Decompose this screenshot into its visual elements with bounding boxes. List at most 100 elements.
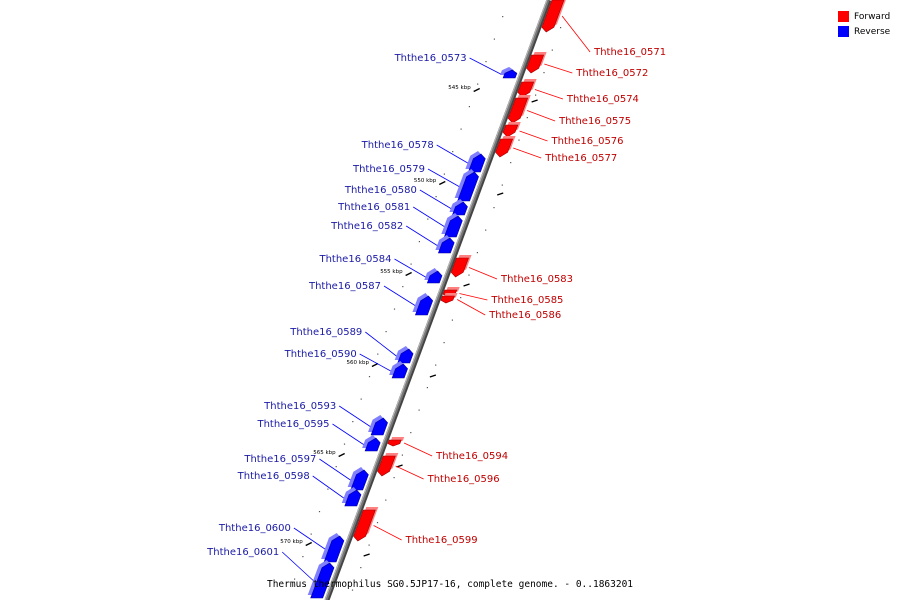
gene-label[interactable]: Ththe16_0594 xyxy=(435,451,508,462)
minor-tick xyxy=(526,117,528,119)
gene-label[interactable]: Ththe16_0571 xyxy=(593,47,666,58)
gene-ththe16_0574[interactable] xyxy=(517,79,537,98)
gene-label[interactable]: Ththe16_0596 xyxy=(427,474,500,485)
gene-ththe16_0589[interactable] xyxy=(394,346,414,364)
gene-ththe16_0584[interactable] xyxy=(424,268,443,284)
gene-arrow xyxy=(450,257,469,278)
genome-backbone xyxy=(324,0,550,600)
leader-line xyxy=(383,285,416,306)
gene-arrow xyxy=(391,363,408,379)
gene-label[interactable]: Ththe16_0574 xyxy=(566,94,639,105)
gene-label[interactable]: Ththe16_0597 xyxy=(243,454,316,465)
gene-label[interactable]: Ththe16_0598 xyxy=(237,471,310,482)
gene-ththe16_0578[interactable] xyxy=(465,151,486,173)
gene-label[interactable]: Ththe16_0578 xyxy=(361,140,434,151)
gene-ththe16_0599[interactable] xyxy=(353,507,379,542)
minor-tick xyxy=(310,533,312,535)
minor-tick xyxy=(418,241,420,243)
gene-ththe16_0587[interactable] xyxy=(412,293,434,316)
minor-tick xyxy=(485,61,487,63)
minor-tick xyxy=(435,196,437,198)
minor-tick xyxy=(427,218,429,220)
minor-tick xyxy=(502,16,504,18)
tick-label: 545 kbp xyxy=(448,85,471,91)
gene-label[interactable]: Ththe16_0601 xyxy=(206,547,279,558)
gene-arrow xyxy=(495,138,514,158)
leader-line xyxy=(332,423,364,445)
legend-item-reverse: Reverse xyxy=(838,24,890,39)
gene-label[interactable]: Ththe16_0573 xyxy=(394,53,467,64)
minor-tick xyxy=(360,398,362,400)
gene-label[interactable]: Ththe16_0593 xyxy=(263,401,336,412)
leader-line xyxy=(519,130,548,142)
gene-arrow xyxy=(502,69,518,79)
minor-tick xyxy=(460,297,462,299)
gene-ththe16_0598[interactable] xyxy=(341,487,362,507)
gene-ththe16_0593[interactable] xyxy=(368,415,388,436)
gene-label[interactable]: Ththe16_0585 xyxy=(490,295,563,306)
gene-label[interactable]: Ththe16_0582 xyxy=(330,221,403,232)
legend: Forward Reverse xyxy=(838,9,890,39)
forward-swatch xyxy=(838,11,849,22)
gene-label[interactable]: Ththe16_0599 xyxy=(405,535,478,546)
gene-arrow xyxy=(370,417,388,436)
gene-label[interactable]: Ththe16_0576 xyxy=(551,136,624,147)
gene-label[interactable]: Ththe16_0600 xyxy=(218,523,291,534)
minor-tick xyxy=(535,94,537,96)
gene-ththe16_0573[interactable] xyxy=(500,67,518,79)
gene-label[interactable]: Ththe16_0575 xyxy=(558,116,631,127)
gene-ththe16_0576[interactable] xyxy=(502,122,521,138)
gene-label[interactable]: Ththe16_0579 xyxy=(352,164,425,175)
gene-ththe16_0582[interactable] xyxy=(435,235,455,254)
minor-tick xyxy=(435,364,437,366)
leader-line xyxy=(365,331,397,357)
leader-line xyxy=(436,144,468,164)
gene-ththe16_0581[interactable] xyxy=(441,213,463,238)
minor-tick xyxy=(393,308,396,310)
gene-arrow xyxy=(507,97,529,124)
gene-ththe16_0596[interactable] xyxy=(377,453,399,477)
gene-ththe16_0572[interactable] xyxy=(526,52,547,74)
gene-label[interactable]: Ththe16_0581 xyxy=(337,202,410,213)
gene-ththe16_0601[interactable] xyxy=(307,560,335,599)
minor-tick xyxy=(418,409,420,411)
leader-line xyxy=(469,57,501,75)
minor-tick xyxy=(385,499,387,501)
gene-label[interactable]: Ththe16_0595 xyxy=(256,419,329,430)
gene-ththe16_0597[interactable] xyxy=(347,467,369,491)
minor-tick xyxy=(410,263,412,265)
gene-label[interactable]: Ththe16_0583 xyxy=(500,274,573,285)
gene-ththe16_0583[interactable] xyxy=(450,255,472,278)
gene-label[interactable]: Ththe16_0580 xyxy=(344,185,417,196)
gene-ththe16_0580[interactable] xyxy=(449,199,468,216)
minor-tick xyxy=(443,342,445,344)
gene-ththe16_0575[interactable] xyxy=(507,95,531,124)
leader-line xyxy=(359,353,391,372)
leader-line xyxy=(373,525,402,541)
minor-tick xyxy=(393,477,395,479)
leader-line xyxy=(412,206,445,227)
gene-label[interactable]: Ththe16_0586 xyxy=(488,310,561,321)
tick-label: 570 kbp xyxy=(280,539,303,545)
leader-line xyxy=(405,225,438,246)
gene-label[interactable]: Ththe16_0572 xyxy=(575,68,648,79)
gene-label[interactable]: Ththe16_0584 xyxy=(318,254,391,265)
gene-ththe16_0594[interactable] xyxy=(387,437,405,447)
gene-label[interactable]: Ththe16_0577 xyxy=(544,153,617,164)
gene-label[interactable]: Ththe16_0590 xyxy=(284,349,357,360)
gene-ththe16_0590[interactable] xyxy=(389,361,408,379)
gene-ththe16_0577[interactable] xyxy=(495,136,516,158)
minor-dash xyxy=(429,374,437,378)
minor-tick xyxy=(452,151,454,153)
gene-label[interactable]: Ththe16_0587 xyxy=(308,281,381,292)
gene-arrow xyxy=(517,81,535,98)
minor-tick xyxy=(294,578,296,580)
minor-tick xyxy=(426,387,428,389)
gene-ththe16_0586[interactable] xyxy=(440,293,458,304)
gene-label[interactable]: Ththe16_0589 xyxy=(289,327,362,338)
gene-ththe16_0571[interactable] xyxy=(541,0,567,33)
minor-tick xyxy=(477,83,479,85)
leader-line xyxy=(561,15,591,53)
gene-ththe16_0595[interactable] xyxy=(362,435,381,452)
